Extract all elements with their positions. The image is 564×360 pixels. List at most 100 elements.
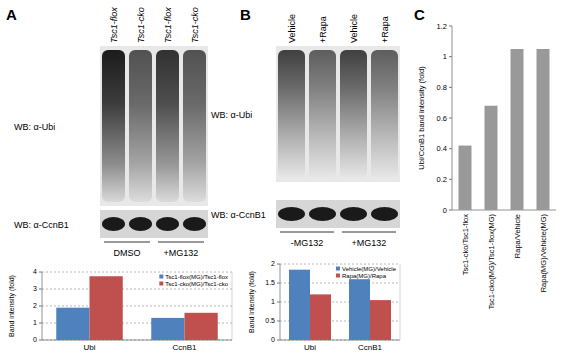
category-label: Rapa(MG)/Vehicle(MG) bbox=[539, 214, 548, 293]
tick-label: 0 bbox=[271, 336, 275, 343]
ccnb1-band bbox=[183, 217, 206, 231]
tick-mark bbox=[39, 272, 42, 273]
panel-letter: B bbox=[240, 6, 251, 23]
frame bbox=[400, 264, 401, 340]
bar-chart: 01234Band intensity (fold)UbiCcnB1Tsc1-f… bbox=[8, 268, 232, 352]
panel-letter: C bbox=[414, 6, 425, 23]
condition-label: +MG132 bbox=[352, 238, 387, 248]
ccnb1-band bbox=[340, 207, 367, 221]
ccnb1-blot bbox=[100, 210, 208, 238]
tick-label: 0.8 bbox=[437, 83, 447, 92]
legend-label: Vehicle(MG)/Vehicle bbox=[342, 266, 397, 272]
legend-label: Tsc1-flox(MG)/Tsc1-flox bbox=[165, 274, 228, 280]
ubi-smear bbox=[129, 50, 152, 202]
tick-mark bbox=[39, 289, 42, 290]
lane-label: Tsc1-cko bbox=[190, 7, 200, 43]
tick-mark bbox=[39, 306, 42, 307]
ccnb1-band bbox=[156, 217, 179, 231]
legend-swatch bbox=[159, 275, 163, 279]
tick-label: 2 bbox=[271, 260, 275, 267]
tick-mark bbox=[449, 26, 452, 27]
y-axis bbox=[452, 26, 453, 210]
category-label: Tsc1-cko/Tsc1-flox bbox=[461, 214, 470, 276]
bar bbox=[90, 276, 123, 340]
lane-label: +Rapa bbox=[318, 16, 328, 43]
grid-line bbox=[42, 289, 232, 290]
ubi-smear bbox=[309, 50, 336, 178]
tick-mark bbox=[449, 210, 452, 211]
lane-label: Vehicle bbox=[349, 14, 359, 43]
row-label: WB: α-CcnB1 bbox=[14, 220, 69, 230]
ccnb1-band bbox=[129, 217, 152, 231]
lane-label: Tsc1-flox bbox=[109, 7, 119, 43]
bar bbox=[511, 49, 524, 210]
tick-mark bbox=[277, 264, 280, 265]
condition-bracket bbox=[158, 242, 204, 243]
category-label: Ubi bbox=[304, 343, 316, 352]
tick-label: 0.6 bbox=[437, 114, 447, 123]
bar-chart: 00.511.52Band intensity (fold)UbiCcnB1Ve… bbox=[248, 260, 400, 352]
tick-label: 3 bbox=[33, 285, 37, 292]
row-label: WB: α-CcnB1 bbox=[211, 210, 266, 220]
tick-mark bbox=[39, 340, 42, 341]
ccnb1-band bbox=[278, 207, 305, 221]
tick-label: 0.2 bbox=[437, 175, 447, 184]
condition-label: +MG132 bbox=[164, 248, 199, 258]
bar bbox=[349, 279, 370, 340]
tick-mark bbox=[277, 283, 280, 284]
bars bbox=[459, 49, 550, 210]
lane-label: Tsc1-flox bbox=[163, 7, 173, 43]
bar bbox=[289, 270, 310, 340]
tick-mark bbox=[449, 179, 452, 180]
ubi-smear bbox=[340, 50, 367, 178]
bar bbox=[310, 294, 331, 340]
ccnb1-band bbox=[371, 207, 398, 221]
tick-mark bbox=[449, 56, 452, 57]
bar bbox=[537, 49, 550, 210]
tick-mark bbox=[449, 118, 452, 119]
ccnb1-band bbox=[309, 207, 336, 221]
blot-panel: Tsc1-floxTsc1-ckoTsc1-floxTsc1-ckoWB: α-… bbox=[14, 7, 208, 258]
tick-label: 0 bbox=[33, 336, 37, 343]
tick-label: 2 bbox=[33, 302, 37, 309]
tick-label: 0.4 bbox=[437, 144, 447, 153]
bar bbox=[459, 146, 472, 210]
figure: ABCTsc1-floxTsc1-ckoTsc1-floxTsc1-ckoWB:… bbox=[0, 0, 564, 360]
tick-mark bbox=[277, 340, 280, 341]
y-axis bbox=[42, 272, 43, 340]
ubi-smear bbox=[371, 50, 398, 178]
y-axis bbox=[280, 264, 281, 340]
frame bbox=[232, 272, 233, 340]
ubi-smear bbox=[156, 50, 179, 202]
row-label: WB: α-Ubi bbox=[14, 122, 55, 132]
legend-label: Tsc1-cko(MG)/Tsc1-cko bbox=[165, 281, 228, 287]
tick-label: 4 bbox=[33, 268, 37, 275]
bar bbox=[485, 106, 498, 210]
ubi-blot bbox=[100, 46, 208, 206]
panel-letter: A bbox=[6, 6, 17, 23]
bar bbox=[151, 318, 184, 340]
ccnb1-band bbox=[102, 217, 125, 231]
legend: Vehicle(MG)/VehicleRapa(MG)/Rapa bbox=[336, 266, 397, 279]
lane-label: +Rapa bbox=[380, 16, 390, 43]
tick-mark bbox=[449, 87, 452, 88]
tick-mark bbox=[449, 148, 452, 149]
ccnb1-blot bbox=[276, 200, 400, 228]
bar-chart: 00.20.40.60.811.2Ubi/CcnB1 band intensit… bbox=[417, 22, 556, 310]
category-label: Ubi bbox=[83, 343, 95, 352]
category-label: CcnB1 bbox=[358, 343, 383, 352]
legend-swatch bbox=[336, 274, 340, 278]
tick-label: 1 bbox=[271, 298, 275, 305]
condition-bracket bbox=[280, 232, 334, 233]
tick-label: 1.5 bbox=[265, 279, 275, 286]
tick-label: 1 bbox=[33, 319, 37, 326]
bars bbox=[289, 270, 391, 340]
tick-label: 1.2 bbox=[437, 22, 447, 31]
ubi-smear bbox=[278, 50, 305, 178]
ubi-smear bbox=[183, 50, 206, 202]
tick-mark bbox=[277, 321, 280, 322]
lane-label: Vehicle bbox=[287, 14, 297, 43]
grid-line bbox=[42, 306, 232, 307]
tick-mark bbox=[39, 323, 42, 324]
ubi-blot bbox=[276, 46, 400, 182]
